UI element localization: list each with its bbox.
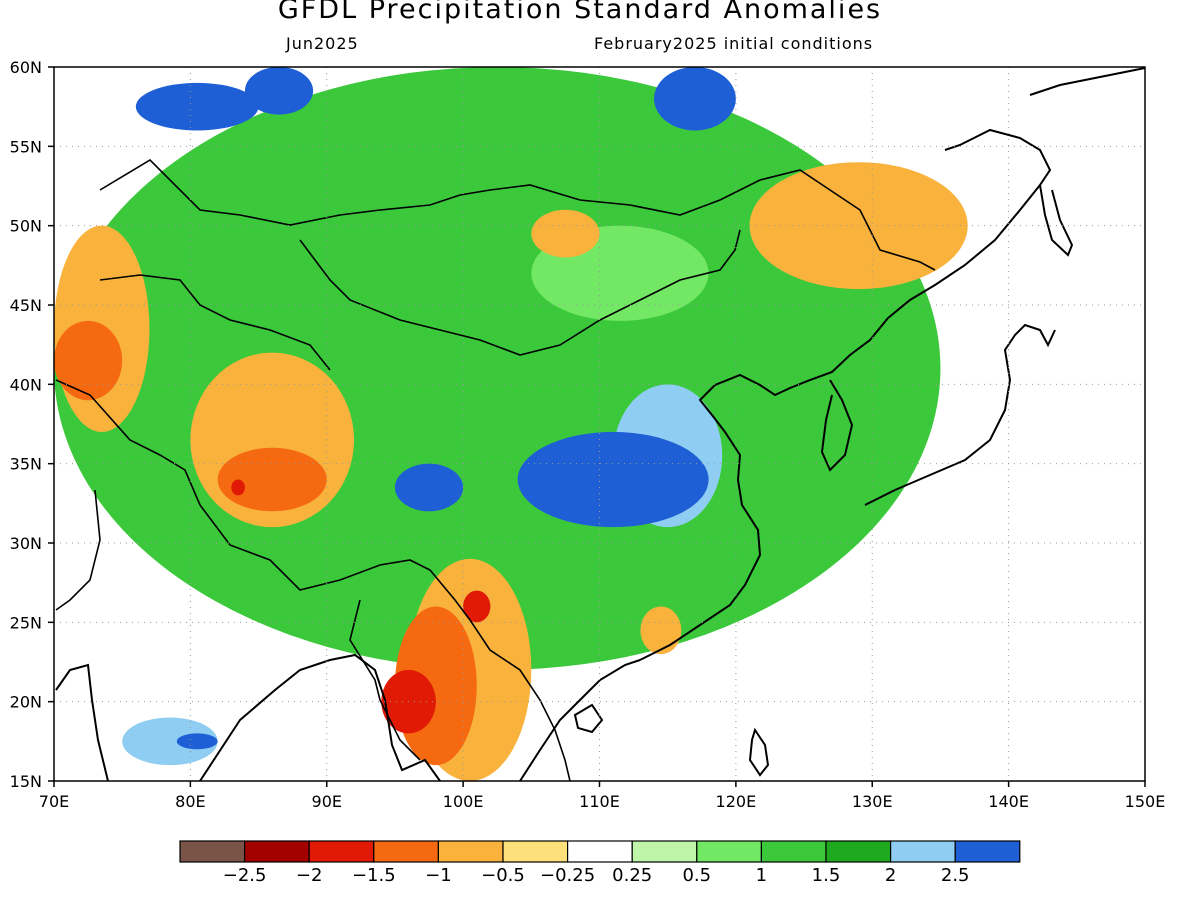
colorbar: −2.5 −2 −1.5 −1 −0.5 −0.25 0.25 0.5 1 1.5 2 2.5 <box>179 840 1021 886</box>
colorbar-swatch <box>954 840 1021 863</box>
border-india-pakistan <box>55 489 101 611</box>
coastline-hainan <box>573 703 604 734</box>
country-borders <box>55 158 936 781</box>
lat-tick-label: 50N <box>10 217 42 236</box>
lon-tick-label: 90E <box>312 792 342 811</box>
colorbar-label: 1 <box>756 865 767 886</box>
forecast-month: Jun2025 <box>286 34 359 53</box>
colorbar-swatch <box>631 840 698 863</box>
lon-tick-label: 80E <box>175 792 205 811</box>
colorbar-label: 1.5 <box>812 865 841 886</box>
lon-tick-label: 130E <box>852 792 893 811</box>
border-russia-china <box>99 158 936 271</box>
coastline-india <box>55 663 109 781</box>
lat-tick-label: 55N <box>10 137 42 156</box>
coastline-sakhalin <box>1039 184 1074 257</box>
anomaly-region-blue <box>176 733 218 750</box>
lon-tick-label: 110E <box>579 792 620 811</box>
colorbar-label: 0.5 <box>682 865 711 886</box>
coastline-taiwan <box>748 727 770 777</box>
colorbar-swatch <box>244 840 310 863</box>
coastline-japan-honshu <box>864 323 1056 506</box>
lat-tick-label: 30N <box>10 534 42 553</box>
border-myanmar <box>349 599 421 761</box>
colorbar-label: −0.25 <box>540 865 595 886</box>
colorbar-label: 2 <box>885 865 896 886</box>
anomaly-region-orange-pale <box>531 209 600 258</box>
lat-tick-label: 35N <box>10 455 42 474</box>
anomaly-field <box>54 67 1145 781</box>
initial-conditions: February2025 initial conditions <box>594 34 874 53</box>
colorbar-label: −2.5 <box>223 865 267 886</box>
anomaly-region-blue <box>654 67 736 131</box>
lat-tick-label: 45N <box>10 296 42 315</box>
coastline-indochina <box>519 659 641 781</box>
anomaly-region-red <box>463 590 491 623</box>
lon-tick-label: 100E <box>443 792 484 811</box>
border-himalaya <box>199 504 471 621</box>
anomaly-region-orange <box>54 320 123 401</box>
lon-tick-label: 140E <box>988 792 1029 811</box>
coastline-kamchatka-north <box>1029 67 1145 96</box>
coastline-korea <box>820 379 854 472</box>
colorbar-label: 2.5 <box>941 865 970 886</box>
anomaly-region-blue <box>517 431 709 528</box>
colorbar-swatch <box>179 840 246 863</box>
colorbar-swatch <box>373 840 439 863</box>
colorbar-label: −1 <box>425 865 452 886</box>
lat-tick-label: 15N <box>10 772 42 791</box>
border-central-asia <box>55 379 201 506</box>
axis-ticks: 70E 80E 90E 100E 110E 120E 130E 140E 150E 15N 20N 2… <box>10 58 1166 811</box>
colorbar-swatch <box>696 840 762 863</box>
anomaly-region-light-blue <box>122 717 218 766</box>
colorbar-label: 0.25 <box>612 865 652 886</box>
lat-tick-label: 40N <box>10 375 42 394</box>
border-indochina <box>469 619 571 781</box>
lon-tick-label: 150E <box>1125 792 1166 811</box>
colorbar-swatch <box>566 840 633 863</box>
border-kazakhstan <box>99 274 331 371</box>
map-title: GFDL Precipitation Standard Anomalies <box>277 0 883 25</box>
anomaly-region-red <box>231 479 245 496</box>
colorbar-swatch <box>502 840 569 863</box>
colorbar-swatch <box>825 840 892 863</box>
colorbar-label: −0.5 <box>481 865 525 886</box>
anomaly-region-blue <box>135 82 259 131</box>
lon-tick-label: 70E <box>39 792 69 811</box>
lat-lon-grid <box>54 67 1145 781</box>
colorbar-swatch <box>437 840 504 863</box>
anomaly-region-blue <box>394 463 464 512</box>
coastline-china <box>639 317 889 661</box>
colorbar-swatch <box>889 840 956 863</box>
lat-tick-label: 20N <box>10 693 42 712</box>
anomaly-region-orange <box>217 447 327 512</box>
colorbar-swatch <box>760 840 827 863</box>
anomaly-region-orange-pale <box>640 606 682 655</box>
colorbar-label: −2 <box>296 865 323 886</box>
lat-tick-label: 25N <box>10 613 42 632</box>
lat-tick-label: 60N <box>10 58 42 77</box>
colorbar-label: −1.5 <box>352 865 396 886</box>
colorbar-swatch <box>308 840 375 863</box>
anomaly-region-blue <box>244 67 314 115</box>
lon-tick-label: 120E <box>716 792 757 811</box>
border-mongolia-china <box>299 229 741 356</box>
